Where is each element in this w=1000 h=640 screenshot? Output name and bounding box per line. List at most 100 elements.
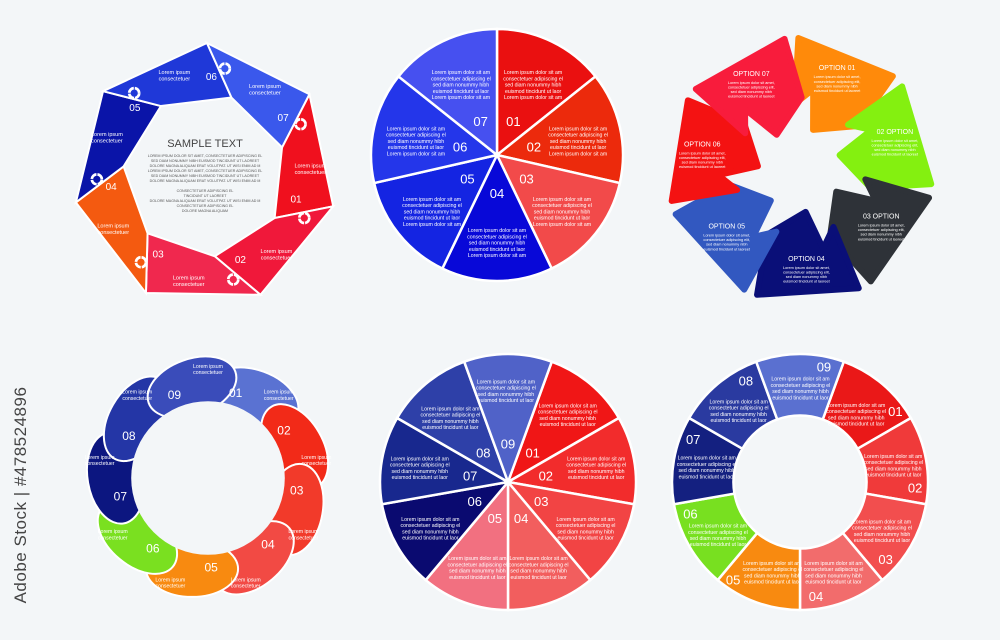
slice-text-line: consectetuer adipiscing el: [421, 413, 481, 419]
option-label: OPTION 07: [733, 71, 770, 78]
arrow-shape: [692, 35, 805, 138]
petal-label-line: consectetuer: [193, 370, 223, 376]
slice-number: 02: [539, 468, 553, 483]
slice-number: 07: [686, 432, 700, 447]
slice-text-line: consectetuer adipiscing el: [538, 410, 598, 416]
segment-label-line: Lorem ipsum: [97, 223, 129, 229]
segment-number: 07: [278, 113, 290, 124]
slice-text-line: sed diam nonummy hibh: [854, 532, 911, 538]
ring-chart-icon: [127, 86, 141, 100]
petal-number: 07: [114, 490, 128, 504]
option-text: sed diam nonummy nibh: [682, 160, 723, 164]
slice-text-line: euismod tincidunt ut laor: [511, 575, 568, 581]
slice-text-line: Lorem ipsum dolor sit am: [387, 151, 445, 157]
slice-text-line: sed diam nonummy hibh: [422, 419, 479, 425]
center-text: DOLORE MAGNA ALIQUAM ERAT VOLUTPAT. UT W…: [150, 179, 261, 183]
slice-number: 07: [463, 468, 477, 483]
slice-text-line: Lorem ipsum dolor sit am: [771, 377, 829, 383]
segment-number-text: 07: [278, 113, 290, 124]
arrow-shape: [672, 181, 780, 293]
segment-label-line: Lorem ipsum: [249, 84, 281, 90]
slice-number-text: 07: [473, 114, 487, 129]
option-label: OPTION 05: [708, 224, 745, 231]
slice-shape: [395, 360, 511, 485]
slice-text-line: consectetuer adipiscing el: [402, 203, 462, 209]
slice-text-line: Lorem ipsum dolor sit am: [468, 228, 526, 234]
slice-text-line: Lorem ipsum dolor sit am: [533, 197, 591, 203]
slice-text-line: sed diam nonummy hibh: [710, 412, 767, 418]
diagram-donut-6: Lorem ipsum dolor sit am consectetuer adi…: [670, 352, 930, 612]
slice-number: 03: [878, 552, 892, 567]
slice-number: 03: [519, 172, 533, 187]
slice-shape: [462, 352, 554, 486]
slice-number: 03: [534, 494, 548, 509]
option-label: OPTION 04: [788, 256, 825, 263]
segment-number-text: 01: [290, 194, 302, 205]
center-text: DOLORE MAGNA ALIQUAM ERAT VOLUTPAT. UT W…: [150, 199, 261, 203]
slice-number: 08: [739, 373, 753, 388]
slice-text-line: sed diam nonummy hibh: [449, 569, 506, 575]
slice-number-text: 03: [519, 172, 533, 187]
slice-shape: [506, 478, 593, 612]
slice-number-text: 06: [468, 494, 482, 509]
slice-number: 05: [488, 511, 502, 526]
slice-text-line: euismod tincidunt ut laor: [711, 418, 768, 424]
slice-number-text: 02: [539, 468, 553, 483]
slice-text-line: sed diam nonummy hibh: [392, 469, 449, 475]
slice-text-line: euismod tincidunt ut laor: [690, 542, 747, 548]
slice-number-text: 04: [809, 589, 823, 604]
segment-label-line: Lorem ipsum: [173, 275, 205, 281]
option-label: OPTION 06: [684, 141, 721, 148]
slice-number-text: 05: [488, 511, 502, 526]
slice-shape: [440, 152, 554, 283]
slice-text-line: sed diam nonummy hibh: [534, 209, 591, 215]
slice-text-line: Lorem ipsum dolor sit am: [827, 403, 885, 409]
segment-label-line: Lorem ipsum: [294, 164, 326, 170]
slice-text-line: Lorem ipsum dolor sit am: [689, 524, 747, 530]
slice-text-line: consectetuer adipiscing el: [509, 562, 569, 568]
center-text: CONSECTETUER ADIPISCING EL: [177, 204, 234, 208]
option-label: 03 OPTION: [863, 214, 900, 221]
slice-text-line: Lorem ipsum dolor sit am: [391, 456, 449, 462]
segment-label-line: consectetuer: [295, 170, 327, 176]
slice-text-line: euismod tincidunt ut laor: [828, 422, 885, 428]
slice-text-line: sed diam nonummy hibh: [772, 389, 829, 395]
option-label: 02 OPTION: [877, 129, 914, 136]
option-label: OPTION 01: [819, 65, 856, 72]
slice-text-line: sed diam nonummy hibh: [805, 573, 862, 579]
option-text: Lorem ipsum dolor sit amet,: [858, 224, 905, 228]
slice-text-line: Lorem ipsum dolor sit am: [549, 151, 607, 157]
slice-text-line: euismod tincidunt ut laor: [534, 216, 591, 222]
diagram-pie-2: Lorem ipsum dolor sit am consectetuer adi…: [369, 27, 625, 283]
arrow-shape: [827, 176, 933, 285]
petal-label-line: Lorem ipsum: [231, 577, 261, 583]
slice-text-line: consectetuer adipiscing el: [677, 462, 737, 468]
slice-number-text: 01: [525, 446, 539, 461]
arrow-shape: [754, 208, 862, 298]
option-block: OPTION 07 Lorem ipsum dolor sit amet,cons…: [728, 71, 776, 99]
segment-shape: [204, 40, 311, 150]
slice-shape: [396, 27, 499, 158]
segment-label-line: consectetuer: [249, 91, 281, 97]
slice-number: 04: [514, 511, 528, 526]
slice-text-line: Lorem ipsum dolor sit am: [421, 406, 479, 412]
segment-label-line: Lorem ipsum: [91, 132, 123, 138]
slice-text-line: sed diam nonummy hibh: [568, 469, 625, 475]
option-block: OPTION 01 Lorem ipsum dolor sit amet,cons…: [814, 65, 862, 93]
